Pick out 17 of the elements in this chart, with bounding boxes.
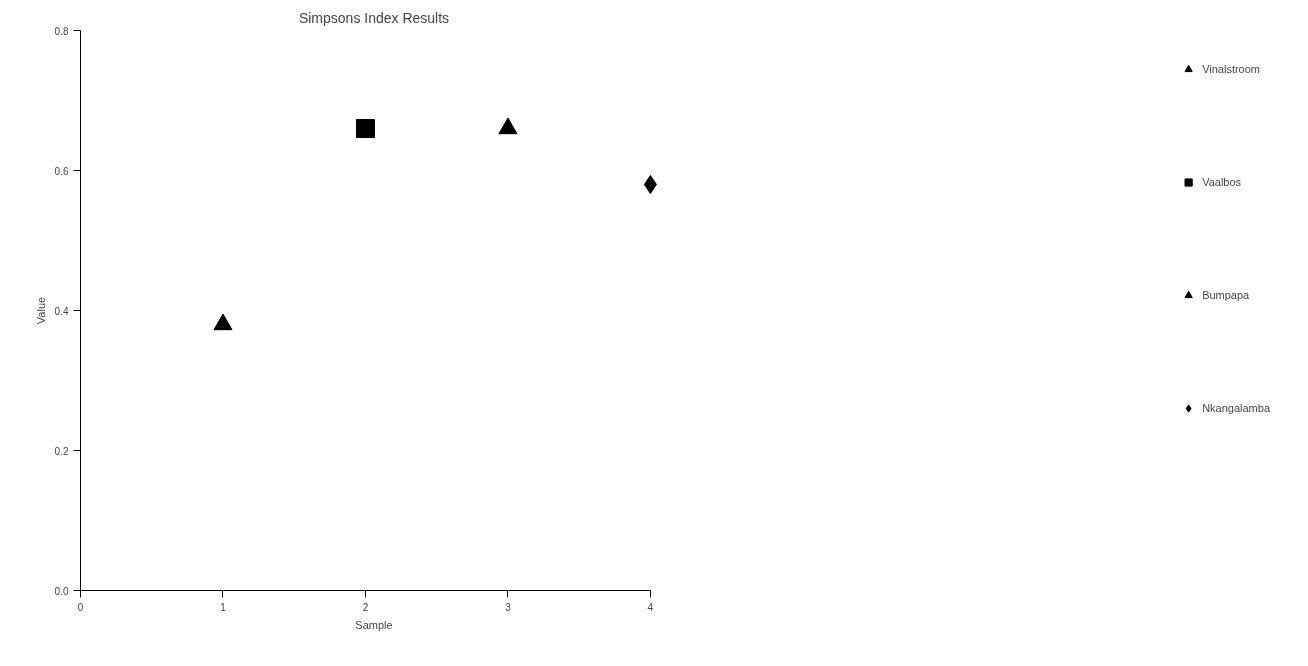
legend-label: Vinalstroom [1202,63,1261,75]
x-tick-label: 4 [647,601,654,613]
x-axis-title: Sample [355,618,393,631]
legend-label: Vaalbos [1202,176,1242,188]
y-tick-label: 0.6 [54,165,69,177]
y-axis-title: Value [34,296,47,325]
legend-label: Nkangalamba [1202,402,1270,414]
x-tick-label: 1 [220,601,227,613]
y-tick-label: 0.8 [54,25,69,37]
x-tick-label: 2 [362,601,369,613]
y-tick-label: 0.2 [54,445,69,457]
x-tick-label: 3 [505,601,512,613]
y-tick-label: 0.0 [54,585,69,597]
chart-title: Simpsons Index Results [298,9,450,26]
x-tick-label: 0 [77,601,84,613]
legend-label: Bumpapa [1202,289,1250,301]
y-tick-label: 0.4 [54,305,69,317]
